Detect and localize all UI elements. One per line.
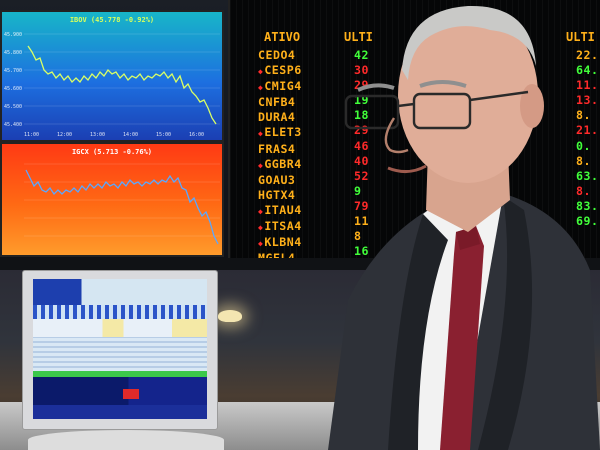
y-tick-label: 45.800 (4, 50, 22, 56)
index-chart-title-top: IBOV (45.778 -0.92%) (69, 16, 155, 24)
x-tick-label: 14:00 (123, 132, 138, 138)
y-tick-label: 45.700 (4, 68, 22, 74)
index-chart-top: 45.900 45.800 45.700 45.600 45.500 45.40… (4, 32, 220, 138)
ticker-symbol: ITAU4 (258, 203, 302, 219)
ticker-symbol: CNFB4 (258, 95, 296, 110)
right-price: 0. (576, 138, 591, 153)
right-price: 22. (576, 48, 599, 62)
last-price: 52 (354, 168, 369, 183)
monitor-screen (33, 279, 207, 419)
last-price: 42 (354, 48, 369, 62)
right-price: 13. (576, 93, 599, 108)
y-tick-label: 45.600 (4, 86, 22, 92)
last-price: 46 (354, 138, 369, 153)
ticker-symbol: DURA4 (258, 110, 296, 125)
right-price: 21. (576, 123, 599, 138)
last-price: 30 (354, 63, 369, 78)
right-price: 69. (576, 214, 599, 229)
ticker-symbol: FRAS4 (258, 141, 296, 156)
monitor-base (28, 430, 224, 450)
last-price: 16 (354, 244, 369, 259)
last-price: 11 (354, 214, 369, 229)
index-chart-bottom (24, 163, 220, 245)
right-price: 83. (576, 198, 599, 213)
person-in-suit (328, 5, 600, 450)
ticker-symbol: KLBN4 (258, 235, 302, 251)
right-price: 11. (576, 78, 599, 93)
last-price: 40 (354, 153, 369, 168)
x-tick-label: 16:00 (189, 132, 204, 138)
y-tick-label: 45.400 (4, 122, 22, 128)
index-line-top (27, 45, 217, 125)
x-tick-label: 15:00 (156, 132, 171, 138)
trading-monitor (22, 270, 218, 430)
ticker-symbol: GOAU3 (258, 172, 296, 187)
index-line-bottom (25, 169, 219, 245)
last-price: 79 (354, 198, 369, 213)
right-price-column: 22. 64. 11. 13. 8. 21. 0. 8. 63. 8. 83. 69. (576, 48, 598, 259)
ticker-column: CEDO4CESP6CMIG4CNFB4DURA4ELET3FRAS4GGBR4… (258, 48, 302, 266)
last-price: 9 (354, 183, 362, 198)
last-price: 8 (354, 229, 362, 244)
index-chart-panel-bottom: IGCX (5.713 -0.76%) (0, 142, 224, 257)
ticker-symbol: CMIG4 (258, 79, 302, 95)
right-price: 8. (576, 153, 591, 168)
x-tick-label: 13:00 (90, 132, 105, 138)
board-header-ticker: ATIVO (264, 30, 301, 44)
ticker-symbol: GGBR4 (258, 157, 302, 173)
ticker-symbol: ITSA4 (258, 219, 302, 235)
y-tick-label: 45.900 (4, 32, 22, 38)
x-tick-label: 11:00 (24, 132, 39, 138)
last-price-column: 42 30 29 19 18 29 46 40 52 9 79 11 8 16 (354, 48, 369, 259)
ticker-symbol: HGTX4 (258, 187, 296, 202)
right-price: 64. (576, 63, 599, 78)
board-header-last: ULTI (344, 30, 373, 44)
ceiling-lamp (218, 310, 242, 322)
index-chart-panel-top: IBOV (45.778 -0.92%) 45.900 45.800 45.70… (0, 10, 224, 142)
right-price: 8. (576, 108, 591, 123)
y-tick-label: 45.500 (4, 104, 22, 110)
right-price: 8. (576, 183, 591, 198)
ticker-symbol: CEDO4 (258, 48, 296, 62)
right-price: 63. (576, 168, 599, 183)
index-chart-title-bottom: IGCX (5.713 -0.76%) (71, 148, 153, 156)
last-price: 18 (354, 108, 369, 123)
ticker-symbol: CESP6 (258, 63, 302, 79)
ticker-symbol: ELET3 (258, 125, 302, 141)
board-header-right: ULTI (566, 30, 595, 44)
x-tick-label: 12:00 (57, 132, 72, 138)
